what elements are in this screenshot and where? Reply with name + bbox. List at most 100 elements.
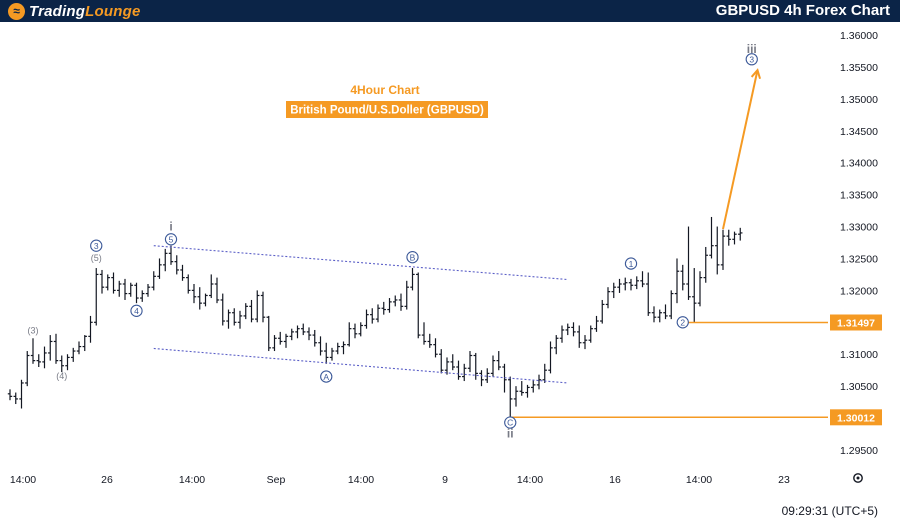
candle-34 [203,293,208,307]
candle-59 [347,322,352,347]
candle-63 [370,308,375,324]
candle-99 [577,325,582,348]
x-tick-label: 9 [442,474,448,486]
x-tick-label: 14:00 [686,474,712,486]
candle-127 [738,227,743,241]
wave-label-4: 4 [130,304,143,317]
y-tick-label: 1.36000 [840,30,878,42]
projection-arrow-group [722,68,762,230]
candle-3 [25,351,30,387]
candle-113 [657,309,662,323]
candle-118 [686,226,691,300]
candle-80 [467,351,473,373]
price-tag-bg [830,314,882,331]
candle-44 [260,291,266,323]
candle-96 [559,325,565,343]
candle-32 [191,284,197,304]
candle-111 [646,272,651,316]
candle-26 [157,258,162,279]
candle-116 [674,258,680,304]
candle-83 [485,368,490,383]
candle-25 [151,271,156,291]
wave-label-text: 1 [629,259,634,269]
candle-62 [364,309,369,329]
wave-label-text: (5) [91,253,102,263]
candle-64 [375,304,381,323]
wave-label-text: C [507,418,513,428]
candle-61 [358,322,363,337]
wave-label-text: B [410,252,416,262]
candle-48 [283,333,289,348]
candle-92 [536,374,542,390]
candle-30 [180,264,185,281]
y-tick-label: 1.29500 [840,445,878,457]
candle-110 [640,271,645,288]
candle-76 [444,357,450,375]
candle-100 [582,335,588,350]
candle-7 [48,335,53,361]
x-tick-label: 23 [778,474,790,486]
chart-subheading: British Pound/U.S.Doller (GBPUSD) [290,105,484,117]
candle-50 [295,325,300,339]
candle-71 [416,272,421,339]
candle-2 [19,379,24,409]
candle-95 [554,335,559,355]
candle-75 [439,349,444,374]
candle-36 [214,277,220,304]
candle-57 [335,342,340,355]
wave-label-10: ii [507,426,514,440]
candle-69 [404,280,409,310]
candle-31 [186,274,191,294]
y-tick-label: 1.35000 [840,94,878,106]
y-tick-label: 1.32500 [840,253,878,265]
candle-104 [605,287,611,309]
candle-45 [266,315,271,352]
logo-text-prefix: Trading [29,2,86,20]
candle-102 [594,315,599,332]
candle-98 [571,322,576,337]
candle-77 [450,354,455,371]
channel-line-1 [153,347,568,384]
candle-46 [272,335,277,352]
wave-circle [504,416,517,429]
candle-18 [111,272,116,294]
wave-label-3: (5) [91,253,102,263]
candle-79 [462,363,467,382]
chart-heading: 4Hour Chart [350,83,419,97]
wave-label-text: (3) [28,326,39,336]
x-tick-label: 14:00 [517,474,543,486]
logo-icon: ≈ [8,2,25,20]
projection-arrow-head [750,68,762,80]
gear-icon[interactable] [852,472,864,484]
candle-35 [209,274,214,299]
channel-line-0 [153,245,568,281]
logo-text: TradingLounge [29,3,141,20]
levels-group [510,321,828,419]
wave-label-11: 1 [624,257,638,270]
candle-53 [312,329,317,347]
y-tick-label: 1.34000 [840,158,878,170]
candle-11 [71,347,76,362]
candle-29 [174,255,179,275]
candle-126 [732,231,737,245]
candle-0 [7,389,13,401]
projection-arrow-shaft [722,69,759,230]
candle-40 [237,310,243,329]
wave-label-text: 2 [680,318,685,328]
candle-120 [697,271,703,307]
candle-38 [226,309,231,329]
wave-label-text: A [323,372,329,382]
candle-124 [720,229,726,270]
candle-20 [122,278,128,300]
wave-label-0: (3) [28,326,39,336]
candle-24 [145,284,151,297]
candle-66 [387,298,392,313]
candle-52 [306,327,312,341]
candle-9 [59,355,64,373]
wave-circle [164,233,178,246]
candle-55 [324,342,329,364]
wave-circle [745,53,758,66]
x-tick-label: Sep [267,474,286,486]
